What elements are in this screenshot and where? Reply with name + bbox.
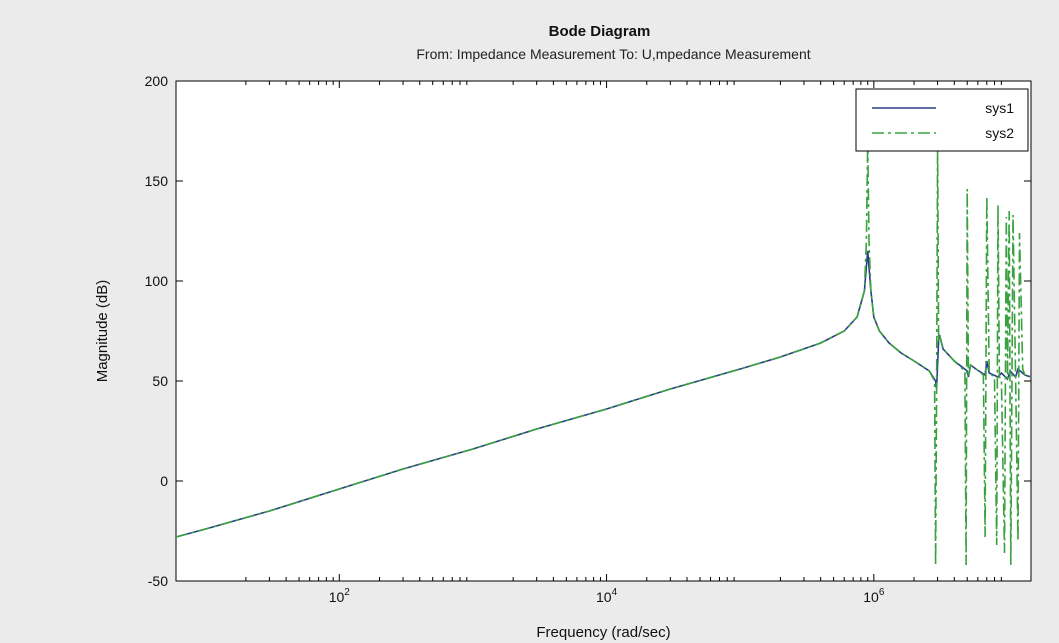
y-tick-label: 50 [152, 373, 168, 389]
legend: sys1 sys2 [855, 88, 1029, 152]
axes-area [175, 80, 1032, 582]
y-tick-label: 200 [145, 73, 169, 89]
legend-box [855, 88, 1029, 152]
y-tick-label: 150 [145, 173, 169, 189]
ticks: -50 0 50 100 150 200 102 104 106 [145, 73, 1031, 605]
y-axis-label: Magnitude (dB) [94, 280, 111, 383]
legend-label-sys2: sys2 [985, 125, 1014, 141]
y-tick-label: -50 [148, 573, 168, 589]
legend-label-sys1: sys1 [985, 100, 1014, 116]
chart-title: Bode Diagram [549, 23, 651, 40]
chart-subtitle: From: Impedance Measurement To: U,mpedan… [416, 46, 810, 62]
series-sys2-line [175, 140, 1032, 566]
series [175, 140, 1032, 566]
x-axis-label: Frequency (rad/sec) [536, 624, 670, 641]
x-tick-label: 106 [863, 587, 885, 605]
y-tick-label: 0 [160, 473, 168, 489]
x-tick-label: 102 [329, 587, 351, 605]
x-tick-label: 104 [596, 587, 618, 605]
y-tick-label: 100 [145, 273, 169, 289]
